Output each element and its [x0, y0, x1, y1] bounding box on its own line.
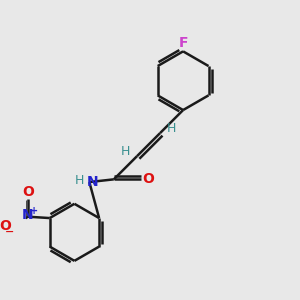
Text: H: H [121, 145, 130, 158]
Text: H: H [75, 174, 85, 187]
Text: O: O [0, 219, 11, 233]
Text: N: N [22, 208, 34, 222]
Text: N: N [86, 175, 98, 189]
Text: O: O [22, 185, 34, 199]
Text: H: H [167, 122, 176, 135]
Text: O: O [142, 172, 154, 186]
Text: +: + [30, 206, 38, 216]
Text: F: F [178, 36, 188, 50]
Text: −: − [5, 227, 14, 237]
